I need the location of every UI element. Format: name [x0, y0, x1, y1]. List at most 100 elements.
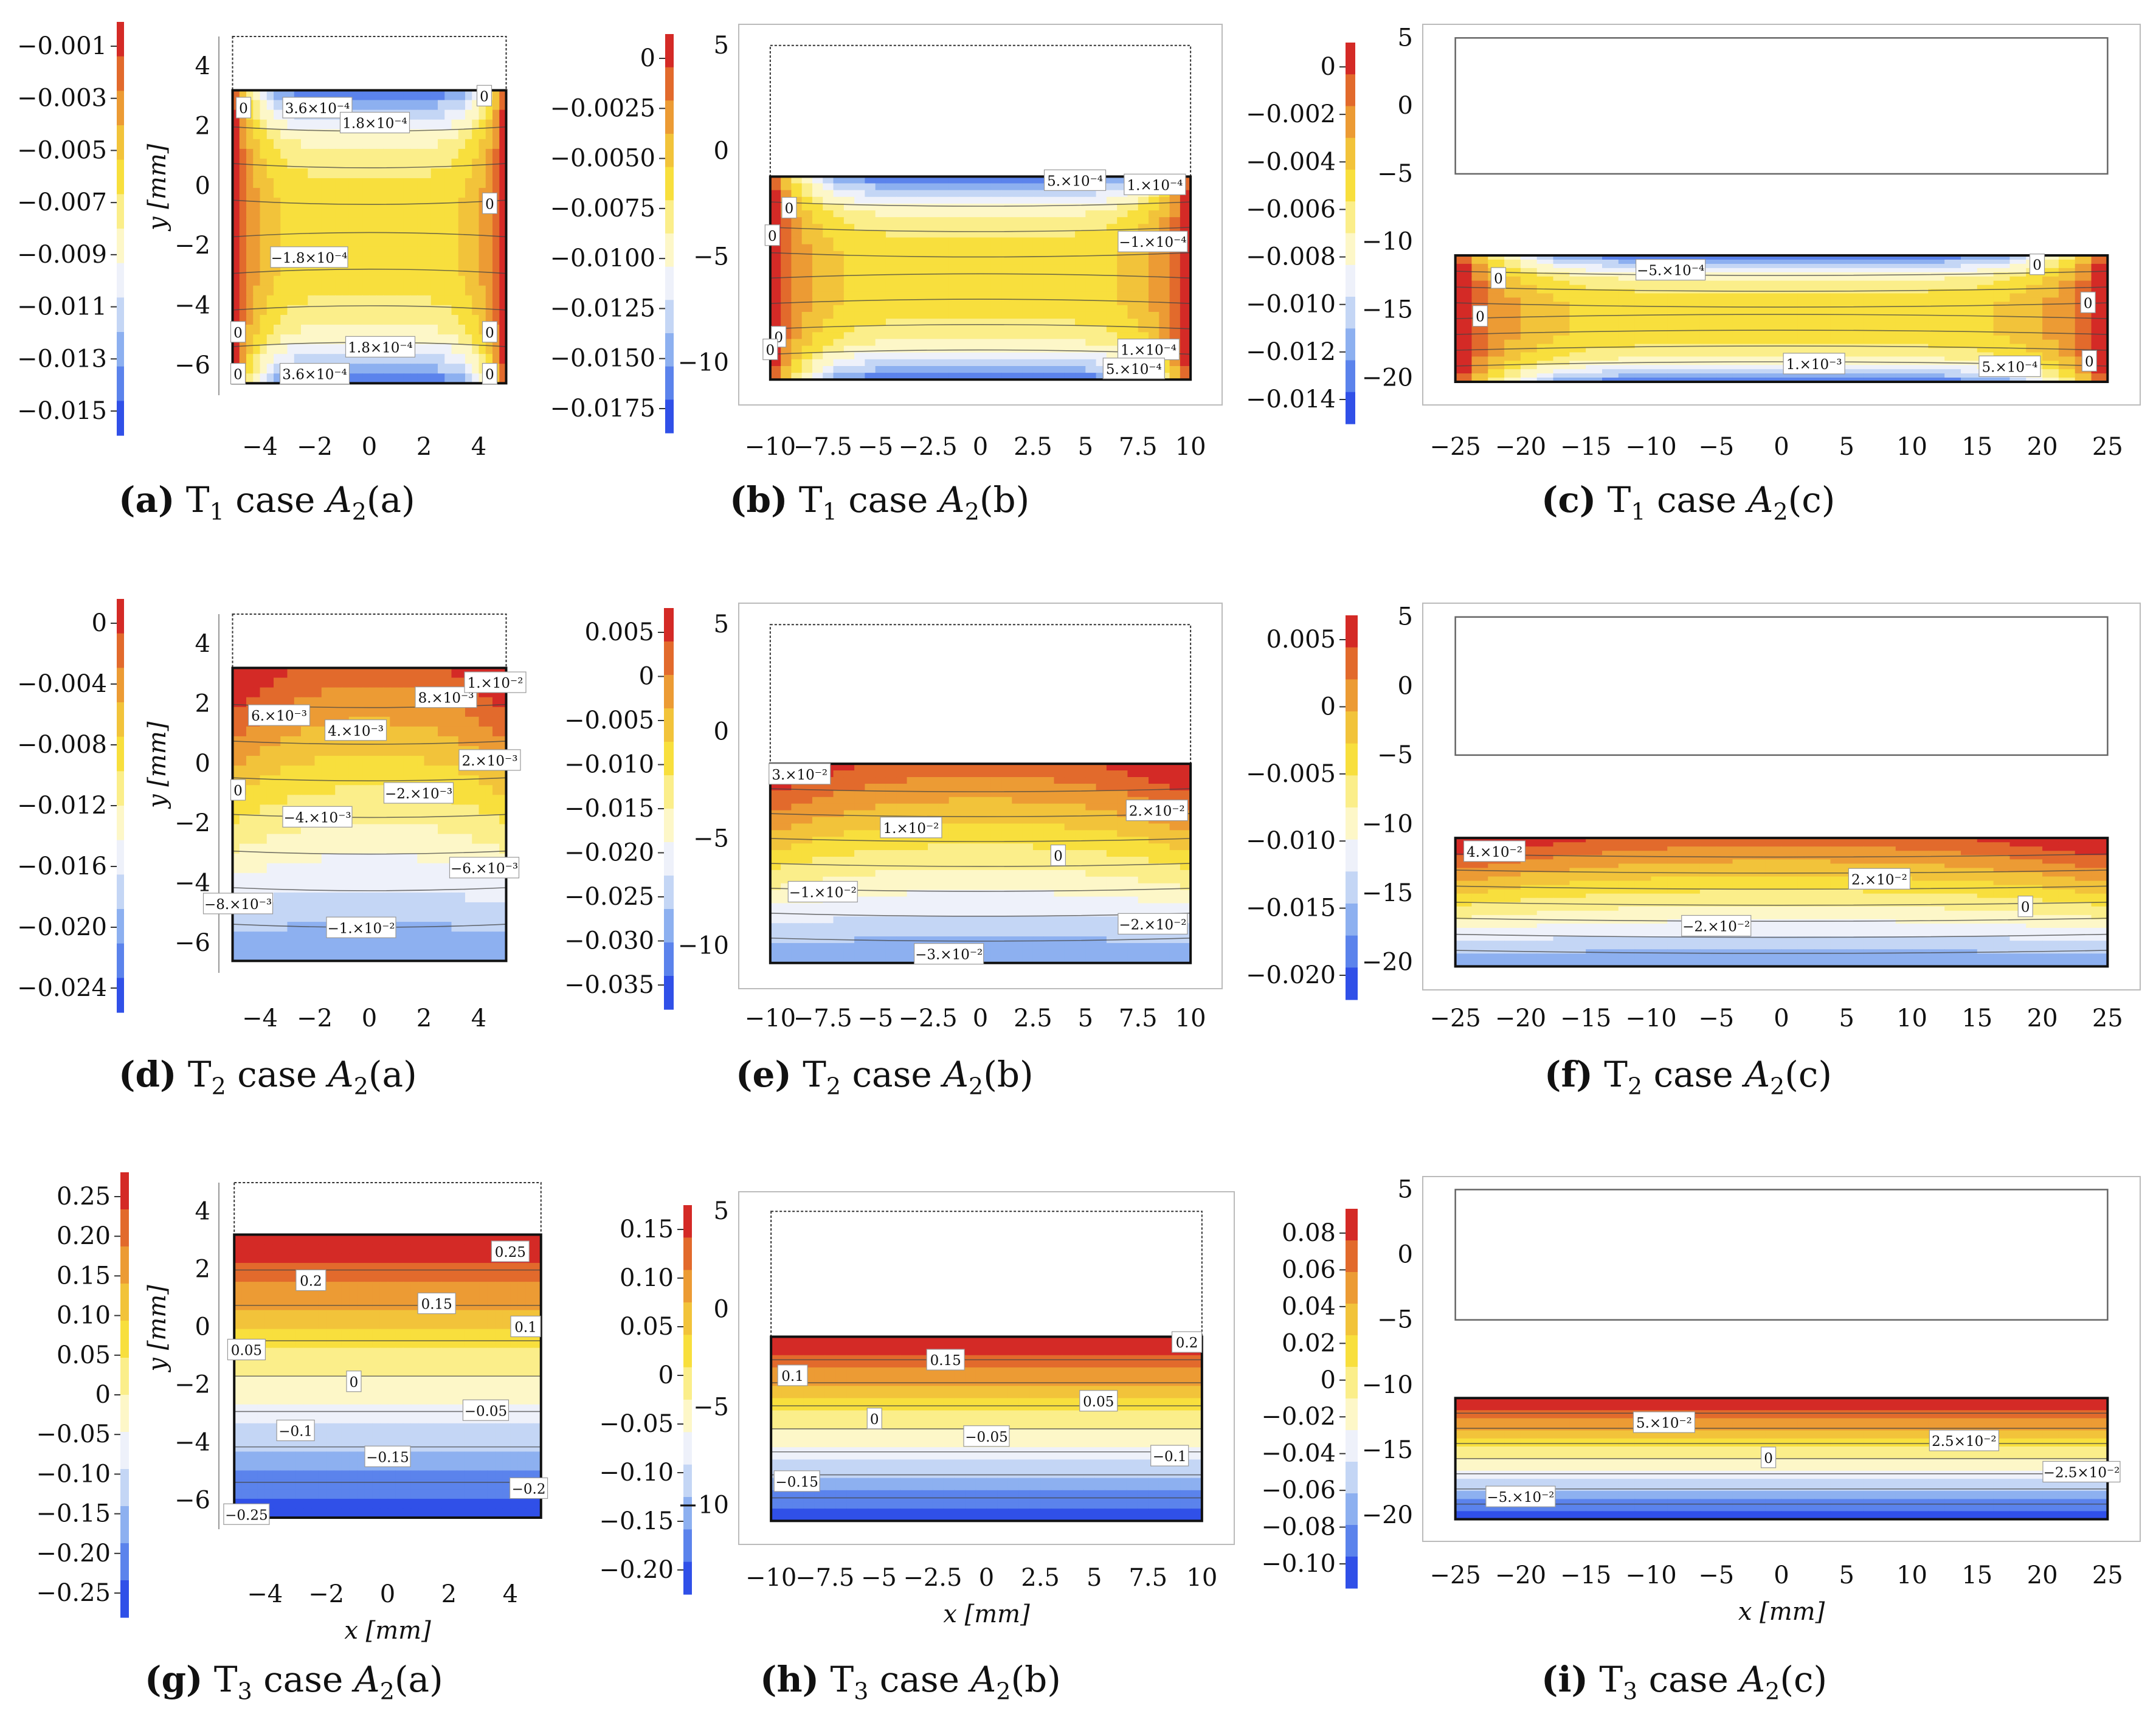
x-tick-label: 15 [1961, 1004, 1992, 1032]
deformed-outline [1454, 254, 2109, 383]
contour-label: −8.×10⁻³ [202, 893, 274, 914]
caption-word: case [1642, 1054, 1745, 1095]
colorbar-swatch [1346, 1525, 1358, 1557]
field-bands [1455, 255, 2109, 382]
contour-label-text: 0 [233, 367, 243, 383]
contour-label-text: 2.5×10⁻² [1932, 1434, 1996, 1450]
contour-label: −2.5×10⁻² [2042, 1461, 2121, 1483]
contour-label: 0.2 [295, 1269, 327, 1291]
contour-label-text: −2.5×10⁻² [2044, 1465, 2120, 1481]
caption-t-sub: 1 [209, 498, 224, 525]
colorbar-tick-label: −0.10 [36, 1460, 111, 1488]
contour-line [770, 252, 1191, 258]
contour-label: 3.×10⁻² [769, 763, 831, 785]
colorbar-tick-label: −0.012 [17, 792, 107, 820]
contour-label: 0 [230, 779, 246, 801]
colorbar-tick-label: −0.003 [17, 85, 107, 112]
contour-label: 2.×10⁻³ [458, 749, 521, 771]
colorbar-swatch [1346, 839, 1358, 872]
colorbar-swatch [665, 67, 674, 101]
x-axis: −25 −20 −15 −10 −5 0 5 10 15 20 25 x [mm] [1429, 1561, 2123, 1626]
colorbar-tick-label: 0 [639, 663, 654, 691]
x-tick-label: 2.5 [1014, 1004, 1052, 1032]
colorbar-tick-label: −0.06 [1261, 1476, 1336, 1504]
y-axis: 5 0 −5 −10 [678, 32, 729, 377]
contour-label: 0 [1490, 267, 1507, 289]
panel-g: 0.25 0.2 0.15 0.1 0.05 0 −0.05 −0.1 −0.15 −0.2 −0.… [36, 1172, 548, 1645]
x-tick-label: −4 [242, 1004, 278, 1032]
contour-line [770, 227, 1191, 232]
colorbar-tick-label: −0.0100 [550, 244, 655, 272]
panel-caption: (b) T1 case A2(b) [730, 479, 1029, 525]
contour-line [232, 305, 506, 311]
colorbar-swatch [117, 943, 124, 978]
y-axis-label: y [mm] [143, 1285, 171, 1373]
colorbar-swatch [117, 297, 124, 333]
colorbar-tick-label: 0.005 [584, 618, 654, 646]
caption-tail: (b) [1011, 1659, 1061, 1700]
contour-line [232, 814, 506, 818]
colorbar-tick-label: −0.016 [17, 852, 107, 880]
contour-label-text: 1.8×10⁻⁴ [342, 116, 407, 132]
deformed-outline [770, 1335, 1203, 1523]
colorbar-swatch [1346, 1557, 1358, 1589]
contour-label-text: 4.×10⁻³ [328, 724, 384, 739]
colorbar-swatch [117, 125, 124, 161]
x-tick-label: −15 [1560, 1004, 1611, 1032]
contour-label: 3.6×10⁻⁴ [279, 362, 350, 385]
x-tick-label: −25 [1429, 1004, 1481, 1032]
colorbar-swatch [664, 976, 674, 1010]
colorbar-swatch [1346, 775, 1358, 808]
contour-label: 0.25 [491, 1240, 530, 1262]
colorbar-tick-label: −0.015 [564, 795, 654, 823]
colorbar: 0.25 0.20 0.15 0.10 0.05 0 −0.05 −0.10 −0.15 −0.2… [36, 1172, 129, 1618]
caption-t-sub: 2 [826, 1073, 841, 1100]
colorbar-swatch [1346, 1209, 1358, 1241]
colorbar-swatch [117, 633, 124, 668]
y-tick-label: 2 [195, 1256, 210, 1284]
x-tick-label: 4 [471, 433, 486, 461]
y-tick-label: 2 [195, 112, 210, 140]
y-axis: 5 0 −5 −10 −15 −20 [1362, 24, 1413, 392]
x-axis: −25 −20 −15 −10 −5 0 5 10 15 20 25 [1429, 433, 2123, 461]
contour-label-text: −5.×10⁻⁴ [1637, 263, 1704, 279]
colorbar-swatch [117, 159, 124, 195]
colorbar-tick-label: −0.002 [1246, 100, 1336, 128]
caption-tail: (a) [394, 1659, 443, 1700]
caption-t: T [213, 1659, 238, 1700]
contour-label: 0.05 [227, 1338, 266, 1361]
x-axis: −4 −2 0 2 4 [242, 433, 486, 461]
contour-label-text: 0.1 [514, 1320, 537, 1336]
contour-label: 0.1 [777, 1364, 808, 1386]
y-tick-label: 5 [714, 32, 729, 60]
contour-label: −1.×10⁻² [787, 880, 858, 903]
undeformed-outline [769, 44, 1192, 258]
x-tick-label: 0 [973, 1004, 988, 1032]
x-tick-label: 15 [1961, 433, 1992, 461]
contour-label-text: 0 [768, 229, 777, 244]
x-tick-label: 5 [1078, 1004, 1093, 1032]
x-tick-label: 0 [1774, 1004, 1789, 1032]
colorbar-swatch [683, 1237, 692, 1271]
colorbar-tick-label: −0.04 [1261, 1440, 1336, 1468]
colorbar-swatch [120, 1432, 129, 1470]
x-tick-label: 10 [1175, 433, 1206, 461]
contour-label: −0.1 [1150, 1445, 1189, 1467]
x-tick-label: −20 [1495, 1561, 1546, 1589]
x-tick-label: −5 [1698, 1004, 1734, 1032]
colorbar-tick-label: −0.010 [1246, 291, 1336, 319]
colorbar-tick-label: −0.012 [1246, 338, 1336, 366]
x-tick-label: 10 [1896, 1004, 1927, 1032]
colorbar-tick-label: −0.010 [564, 751, 654, 779]
contour-label: −0.05 [462, 1399, 510, 1421]
y-tick-label: 0 [714, 137, 729, 165]
caption-letter: (h) [760, 1659, 820, 1700]
contour-label: 0 [866, 1408, 882, 1429]
colorbar: 0.005 0 −0.005 −0.010 −0.015 −0.020 [1246, 615, 1358, 1000]
contour-label: −3.×10⁻² [914, 943, 984, 965]
contour-label-text: 0 [350, 1375, 359, 1391]
contour-line [232, 850, 506, 855]
colorbar-tick-label: −0.009 [17, 241, 107, 269]
colorbar-swatch [683, 1367, 692, 1400]
contour-label: 1.8×10⁻⁴ [345, 336, 416, 358]
